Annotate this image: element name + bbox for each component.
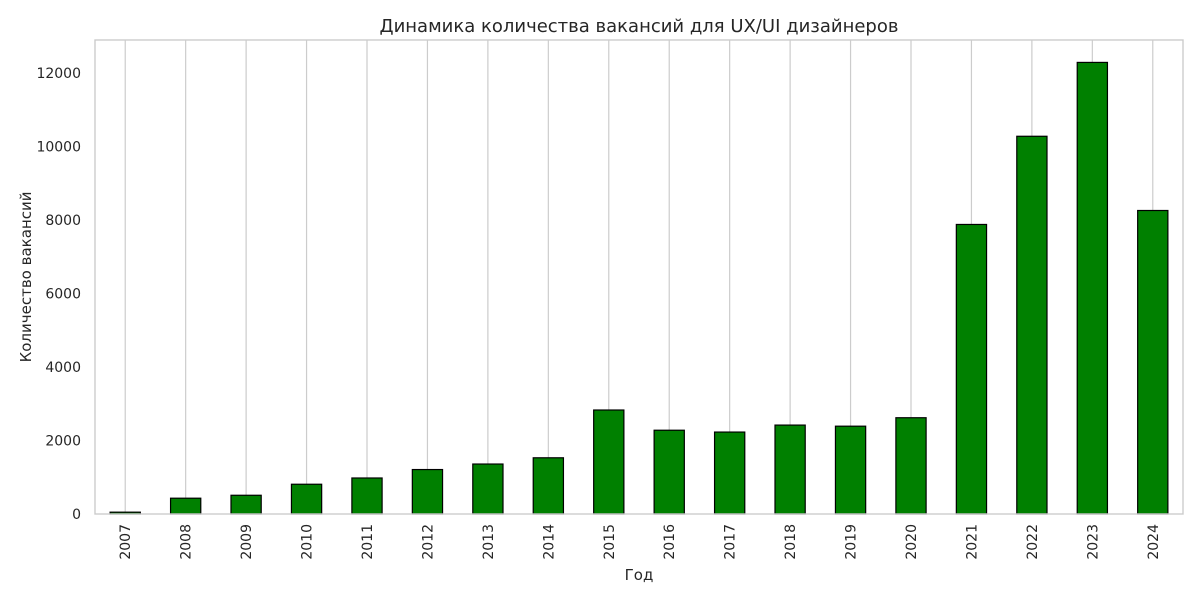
x-tick-label-2007: 2007 bbox=[118, 524, 134, 560]
x-tick-label-2018: 2018 bbox=[783, 524, 799, 560]
y-tick-label-12000: 12000 bbox=[36, 66, 81, 82]
x-tick-label-2019: 2019 bbox=[844, 524, 860, 560]
bars bbox=[109, 61, 1169, 515]
x-tick-label-2008: 2008 bbox=[179, 524, 195, 560]
y-axis-label: Количество вакансий bbox=[17, 192, 35, 363]
x-tick-label-2017: 2017 bbox=[723, 524, 739, 560]
plot-frame bbox=[94, 39, 1184, 515]
bar-2020 bbox=[895, 417, 927, 515]
x-axis-label: Год bbox=[625, 566, 654, 584]
x-tick-label-2010: 2010 bbox=[300, 524, 316, 560]
x-tick-label-2009: 2009 bbox=[239, 524, 255, 560]
bar-2015 bbox=[593, 409, 625, 515]
bar-2022 bbox=[1016, 135, 1048, 515]
bar-2010 bbox=[290, 483, 323, 515]
x-tick-label-2014: 2014 bbox=[541, 524, 557, 560]
bar-2012 bbox=[411, 468, 444, 515]
bar-2019 bbox=[834, 425, 867, 515]
bar-2013 bbox=[472, 463, 504, 515]
bar-2008 bbox=[169, 497, 202, 515]
y-tick-label-0: 0 bbox=[72, 507, 81, 523]
grid-lines bbox=[124, 40, 1154, 514]
x-axis-ticks: 2007 2008 2009 2010 2011 2012 2013 2014 2015 2016… bbox=[118, 524, 1162, 560]
bar-2023 bbox=[1076, 61, 1109, 515]
y-tick-label-2000: 2000 bbox=[45, 434, 81, 450]
bar-2024 bbox=[1137, 209, 1169, 515]
y-tick-label-6000: 6000 bbox=[45, 287, 81, 303]
bar-2018 bbox=[774, 424, 806, 515]
x-tick-label-2024: 2024 bbox=[1146, 524, 1162, 560]
bar-2021 bbox=[955, 223, 988, 515]
x-tick-label-2021: 2021 bbox=[964, 524, 980, 560]
bar-2014 bbox=[532, 457, 565, 515]
x-tick-label-2013: 2013 bbox=[481, 524, 497, 560]
x-tick-label-2023: 2023 bbox=[1085, 524, 1101, 560]
y-tick-label-4000: 4000 bbox=[45, 360, 81, 376]
x-tick-label-2011: 2011 bbox=[360, 524, 376, 560]
x-tick-label-2015: 2015 bbox=[602, 524, 618, 560]
x-tick-label-2016: 2016 bbox=[662, 524, 678, 560]
x-tick-label-2022: 2022 bbox=[1025, 524, 1041, 560]
bar-2009 bbox=[230, 494, 262, 515]
y-tick-label-8000: 8000 bbox=[45, 213, 81, 229]
bar-2017 bbox=[713, 431, 746, 515]
y-axis-ticks: 0 2000 4000 6000 8000 10000 12000 bbox=[36, 66, 81, 523]
x-tick-label-2012: 2012 bbox=[420, 524, 436, 560]
y-tick-label-10000: 10000 bbox=[36, 140, 81, 156]
bar-2016 bbox=[653, 429, 685, 515]
chart-title: Динамика количества вакансий для UX/UI д… bbox=[380, 16, 899, 37]
x-tick-label-2020: 2020 bbox=[904, 524, 920, 560]
bar-2011 bbox=[351, 477, 383, 515]
